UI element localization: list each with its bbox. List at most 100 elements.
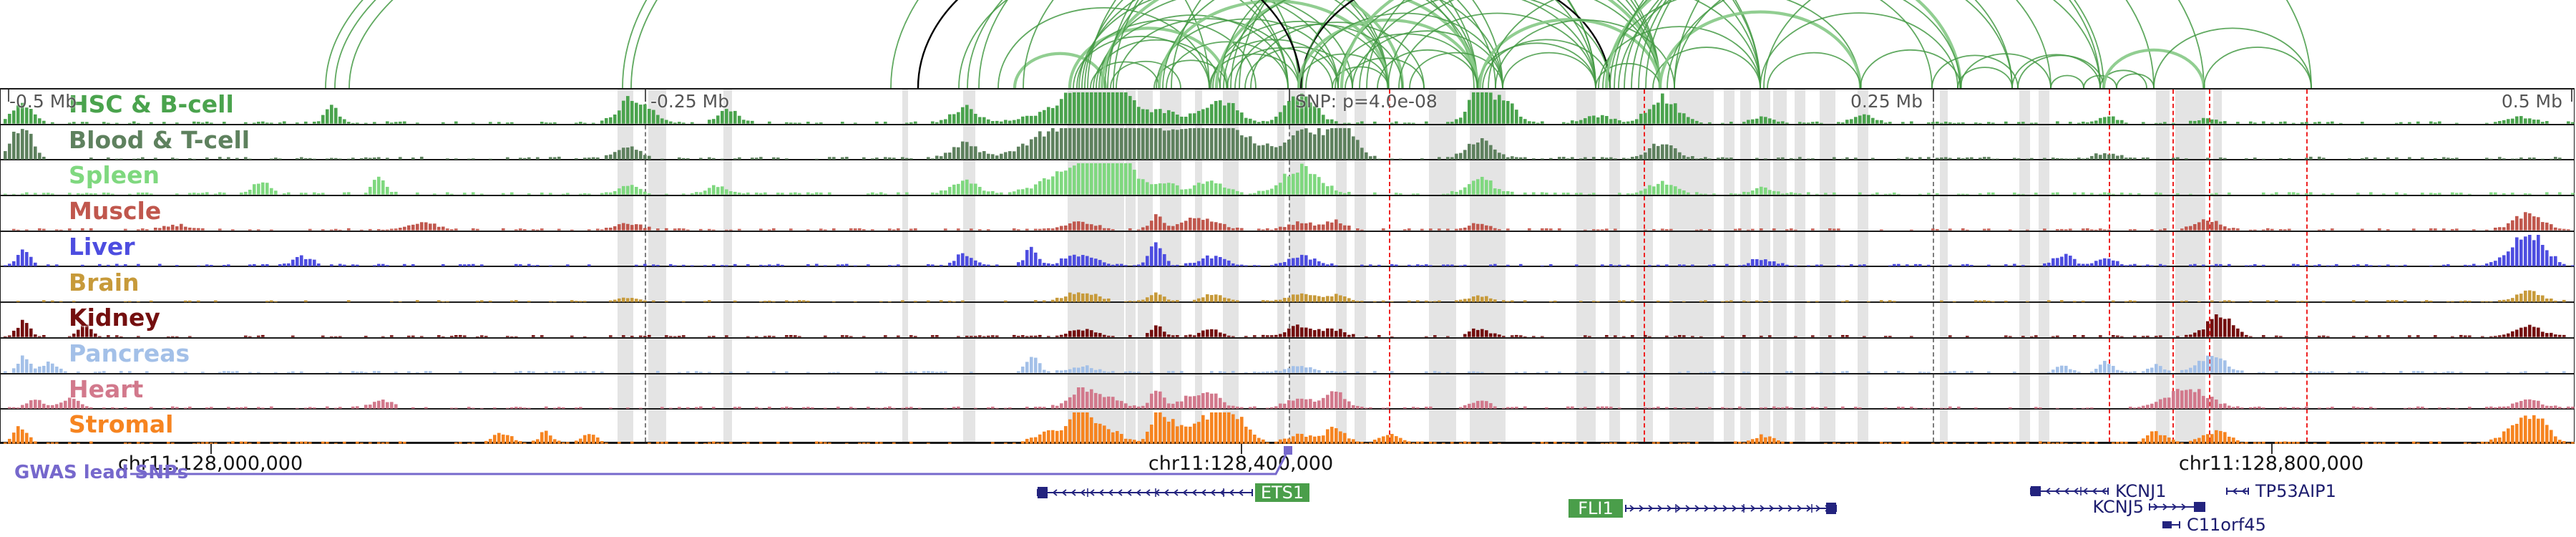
interaction-arc — [1340, 0, 1662, 88]
coordinate-label: chr11:128,000,000 — [117, 453, 303, 475]
gene-label: TP53AIP1 — [2255, 481, 2336, 501]
interaction-arc — [1352, 30, 1503, 88]
interaction-arc — [958, 0, 1289, 88]
track-signal-svg — [8, 387, 2575, 409]
interaction-arc — [1230, 0, 1661, 88]
track-signal-svg — [4, 234, 2575, 266]
signal-track-row-brain[interactable]: Brain — [1, 268, 2574, 304]
highlight-band — [963, 90, 975, 442]
interaction-arc — [1652, 47, 1761, 88]
snp-red-dashed-line — [1389, 90, 1390, 442]
interaction-arc — [1104, 0, 1496, 88]
interaction-arc — [1767, 52, 1861, 88]
interaction-arc — [2153, 27, 2312, 88]
gene-label: FLI1 — [1578, 498, 1614, 518]
gene-kcnj5[interactable]: KCNJ5 — [2093, 497, 2205, 517]
signal-track-row-hsc-b-cell[interactable]: HSC & B-cell — [1, 90, 2575, 125]
interaction-arc — [1171, 0, 1661, 88]
interaction-arc — [1638, 0, 2155, 88]
signal-track-row-kidney[interactable]: Kidney — [1, 303, 2574, 339]
interaction-arc — [1763, 0, 2101, 88]
track-label: Spleen — [69, 161, 160, 190]
gene-c11orf45[interactable]: C11orf45 — [2162, 515, 2266, 535]
interaction-arc — [1760, 12, 1958, 88]
interaction-arc — [1332, 66, 1389, 88]
gene-label: KCNJ1 — [2115, 481, 2166, 501]
interaction-arc — [1488, 0, 1761, 88]
gwas-lead-snps-label: GWAS lead SNPs — [14, 462, 189, 483]
track-signal-svg — [12, 212, 2570, 231]
signal-track-row-stromal[interactable]: Stromal — [1, 410, 2575, 445]
interaction-arc — [1377, 49, 1478, 88]
interaction-arc — [1023, 0, 1503, 88]
gene-label: C11orf45 — [2187, 515, 2266, 535]
signal-track-row-liver[interactable]: Liver — [1, 232, 2575, 268]
coordinate-axis: chr11:128,000,000 chr11:128,400,000 chr11:… — [0, 444, 2576, 478]
interaction-arc — [1302, 0, 1661, 88]
interaction-arc — [1090, 61, 1160, 88]
coordinate-label: chr11:128,800,000 — [2178, 453, 2364, 475]
track-signal-svg — [4, 92, 2575, 124]
signal-track-row-heart[interactable]: Heart — [1, 374, 2575, 410]
interaction-arc — [1226, 47, 1333, 88]
interaction-arc — [1495, 19, 1675, 88]
offset-scale-label: 0.25 Mb — [1850, 91, 1923, 112]
track-label: Liver — [69, 232, 135, 261]
interaction-arc — [1645, 0, 2205, 88]
offset-scale-label: 0.5 Mb — [2501, 91, 2562, 112]
gene-ets1[interactable]: ETS1 — [1037, 483, 1309, 503]
track-label: Muscle — [69, 197, 162, 226]
interaction-arc — [2116, 73, 2155, 88]
interaction-arc — [1960, 53, 2051, 88]
signal-track-row-pancreas[interactable]: Pancreas — [1, 339, 2574, 374]
interaction-arc — [1502, 52, 1596, 88]
interaction-arc — [1595, 62, 1661, 88]
interaction-arc — [1624, 0, 2051, 88]
interaction-arc — [1250, 21, 1425, 88]
interaction-arc — [1223, 0, 1503, 88]
gene-fli1[interactable]: FLI1 — [1568, 498, 1837, 518]
interaction-arc — [2102, 48, 2206, 88]
highlight-band — [1576, 90, 1596, 442]
signal-track-row-blood-t-cell[interactable]: Blood & T-cell — [1, 125, 2574, 161]
interaction-arc — [1100, 0, 1405, 88]
gene-label-box — [1255, 483, 1309, 502]
gene-kcnj1[interactable]: KCNJ1 — [2030, 481, 2166, 501]
interaction-arc — [1345, 57, 1425, 88]
interaction-arc — [1667, 0, 1961, 88]
interaction-arc — [2050, 74, 2084, 88]
gwas-lead-snp-marker[interactable] — [1284, 446, 1292, 455]
gene-exon-block — [1038, 487, 1048, 498]
highlight-band — [1336, 90, 1347, 442]
signal-track-row-muscle[interactable]: Muscle — [1, 196, 2574, 232]
interaction-arc — [1081, 0, 1389, 88]
track-label: Stromal — [69, 410, 174, 439]
highlight-band — [618, 90, 633, 442]
interaction-arc — [1214, 0, 1480, 88]
gene-label: ETS1 — [1261, 483, 1304, 503]
track-signal-svg — [4, 412, 2575, 444]
highlight-band — [1724, 90, 1735, 442]
track-label: Blood & T-cell — [69, 125, 250, 154]
gene-tp53aip1[interactable]: TP53AIP1 — [2226, 481, 2336, 501]
highlight-band — [1223, 90, 1239, 442]
interaction-arc — [1631, 0, 2101, 88]
offset-scale-label: -0.5 Mb — [9, 91, 77, 112]
gene-exon-block — [2031, 486, 2041, 496]
offset-tick — [1289, 90, 1290, 102]
interaction-arc — [1957, 67, 2013, 88]
interaction-arc — [1860, 49, 1961, 88]
signal-track-row-spleen[interactable]: Spleen — [1, 160, 2575, 197]
snp-pvalue-label: SNP: p=4.0e-08 — [1295, 91, 1438, 112]
offset-tick — [645, 90, 646, 102]
track-signal-svg — [4, 163, 2575, 195]
interaction-arc — [1366, 0, 1761, 88]
track-label: HSC & B-cell — [69, 90, 234, 118]
interaction-arc — [1387, 0, 1661, 88]
coordinate-tick — [1241, 444, 1242, 454]
gene-exon-block — [2194, 502, 2205, 512]
track-label: Heart — [69, 374, 144, 403]
interaction-arc — [1931, 54, 2019, 88]
